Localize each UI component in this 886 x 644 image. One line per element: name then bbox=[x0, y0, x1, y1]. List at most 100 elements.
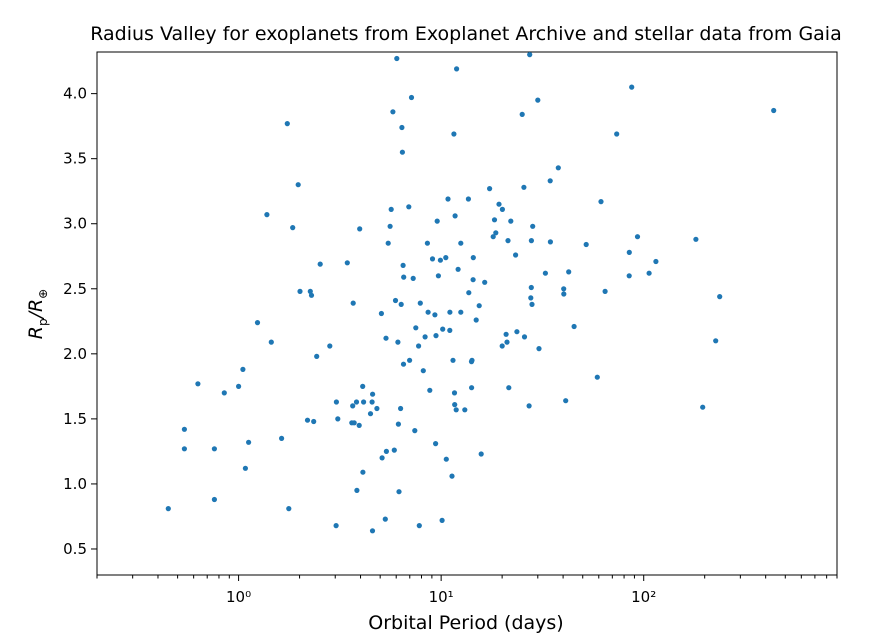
data-point bbox=[344, 260, 350, 266]
data-point bbox=[614, 131, 620, 137]
data-point bbox=[521, 334, 528, 340]
data-point bbox=[693, 236, 699, 242]
data-point bbox=[399, 149, 405, 155]
data-point bbox=[391, 447, 397, 453]
data-point bbox=[410, 275, 416, 281]
data-point bbox=[211, 496, 217, 503]
data-point bbox=[378, 310, 384, 317]
data-point bbox=[181, 446, 187, 452]
y-label-base: R bbox=[25, 326, 47, 339]
data-point bbox=[350, 403, 356, 409]
data-point bbox=[268, 339, 274, 345]
data-point bbox=[311, 418, 317, 425]
y-tick-label: 2.5 bbox=[63, 280, 87, 298]
data-point bbox=[527, 52, 533, 58]
data-point bbox=[434, 218, 440, 224]
plot-frame bbox=[96, 51, 838, 576]
data-point bbox=[451, 390, 458, 396]
data-point bbox=[286, 506, 292, 512]
y-label-sub2: ⊕ bbox=[36, 289, 50, 299]
data-point bbox=[451, 131, 457, 137]
data-point bbox=[447, 327, 453, 333]
data-point bbox=[435, 273, 441, 279]
data-point bbox=[406, 204, 412, 210]
data-point bbox=[401, 274, 407, 280]
data-point bbox=[254, 320, 261, 326]
data-point bbox=[297, 288, 303, 294]
data-point bbox=[482, 279, 488, 285]
data-point bbox=[385, 240, 391, 246]
data-point bbox=[165, 506, 171, 512]
data-point bbox=[408, 94, 415, 101]
data-point bbox=[443, 456, 449, 462]
x-tick-label: 10¹ bbox=[429, 588, 454, 606]
data-point bbox=[602, 288, 608, 294]
data-point bbox=[503, 331, 509, 337]
data-point bbox=[513, 252, 519, 258]
data-point bbox=[390, 109, 396, 115]
data-point bbox=[367, 411, 374, 417]
data-point bbox=[195, 381, 201, 387]
data-point bbox=[395, 421, 401, 427]
x-tick-label: 10² bbox=[631, 588, 656, 606]
data-point bbox=[369, 399, 375, 405]
data-point bbox=[476, 303, 482, 309]
data-point bbox=[465, 196, 471, 202]
data-point bbox=[555, 165, 561, 171]
data-point bbox=[528, 295, 534, 301]
data-point bbox=[420, 368, 426, 374]
data-point bbox=[646, 270, 652, 276]
data-point bbox=[398, 405, 404, 412]
data-point bbox=[333, 523, 339, 529]
data-point bbox=[327, 343, 333, 349]
data-point bbox=[439, 517, 445, 524]
data-point bbox=[354, 487, 360, 493]
data-point bbox=[383, 448, 389, 454]
data-point bbox=[547, 239, 554, 245]
data-point bbox=[357, 226, 363, 232]
data-point bbox=[598, 199, 604, 205]
data-point bbox=[413, 325, 419, 331]
data-point bbox=[440, 326, 446, 332]
data-point bbox=[295, 182, 301, 188]
data-point bbox=[370, 391, 376, 397]
data-point bbox=[594, 374, 600, 380]
data-point bbox=[514, 329, 520, 335]
y-tick-label: 2.0 bbox=[63, 345, 87, 363]
data-point bbox=[424, 240, 430, 246]
data-point bbox=[462, 407, 468, 413]
data-point bbox=[466, 290, 472, 296]
data-point bbox=[417, 300, 423, 306]
data-point bbox=[653, 258, 659, 265]
data-point bbox=[536, 346, 542, 352]
data-point bbox=[395, 339, 401, 345]
data-point bbox=[314, 353, 320, 359]
x-axis: 10⁰ 10¹ 10² bbox=[96, 575, 838, 606]
data-point bbox=[505, 238, 511, 244]
data-point bbox=[236, 383, 242, 389]
data-point bbox=[452, 213, 458, 219]
data-point bbox=[561, 286, 567, 292]
data-point bbox=[379, 455, 385, 461]
data-point bbox=[416, 343, 422, 349]
data-point bbox=[284, 121, 290, 127]
y-tick-label: 1.0 bbox=[63, 475, 87, 493]
data-point bbox=[452, 402, 458, 408]
y-axis: 0.5 1.0 1.5 2.0 2.5 3.0 3.5 4.0 bbox=[63, 85, 97, 558]
data-point bbox=[433, 441, 439, 447]
data-point bbox=[528, 284, 534, 291]
data-point bbox=[487, 186, 493, 192]
data-point bbox=[530, 223, 536, 229]
data-point bbox=[469, 357, 475, 363]
data-point bbox=[264, 212, 270, 218]
data-point bbox=[499, 343, 505, 349]
data-point bbox=[563, 398, 569, 404]
data-point bbox=[360, 469, 366, 475]
data-point bbox=[240, 366, 246, 372]
data-point bbox=[407, 357, 413, 363]
data-point bbox=[529, 301, 535, 307]
data-point bbox=[506, 385, 512, 391]
data-point bbox=[360, 383, 366, 389]
data-point bbox=[447, 309, 453, 315]
